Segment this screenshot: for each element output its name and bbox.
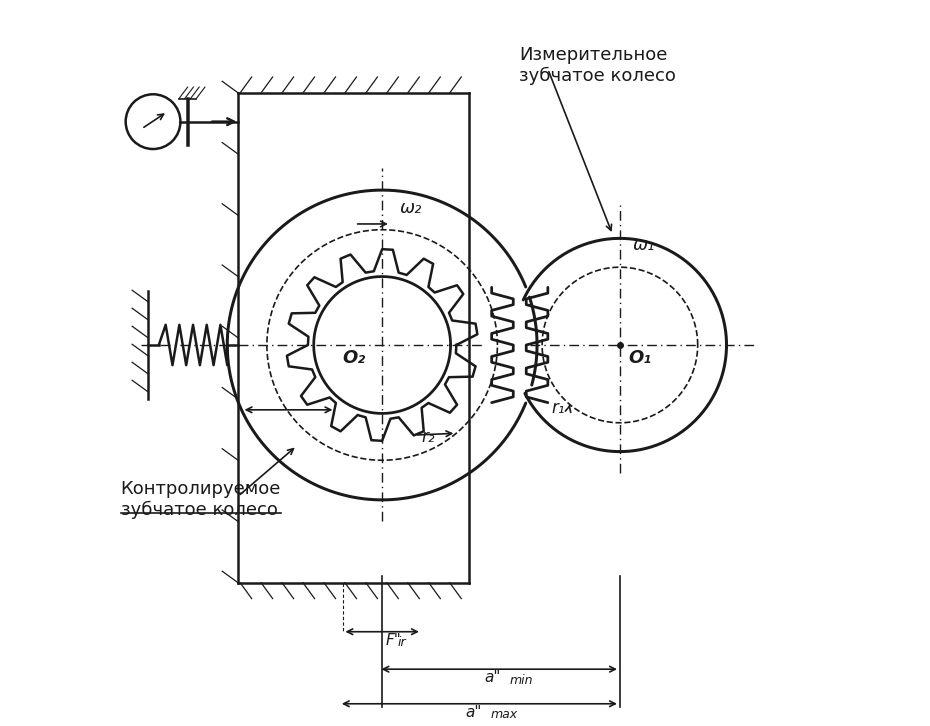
Text: ω₂: ω₂ — [400, 199, 422, 217]
Text: min: min — [510, 674, 534, 687]
Text: F": F" — [386, 632, 402, 648]
Text: ir: ir — [398, 636, 406, 649]
Text: a": a" — [465, 705, 482, 719]
Text: Контролируемое
зубчатое колесо: Контролируемое зубчатое колесо — [121, 481, 281, 519]
Text: O₂: O₂ — [342, 349, 365, 367]
Text: max: max — [490, 708, 517, 721]
Text: Измерительное
зубчатое колесо: Измерительное зубчатое колесо — [519, 46, 676, 85]
Text: a": a" — [485, 670, 501, 685]
Text: r₂: r₂ — [422, 428, 435, 446]
Text: ω₁: ω₁ — [632, 236, 656, 254]
Text: r₁: r₁ — [551, 399, 565, 417]
Text: O₁: O₁ — [629, 349, 652, 367]
